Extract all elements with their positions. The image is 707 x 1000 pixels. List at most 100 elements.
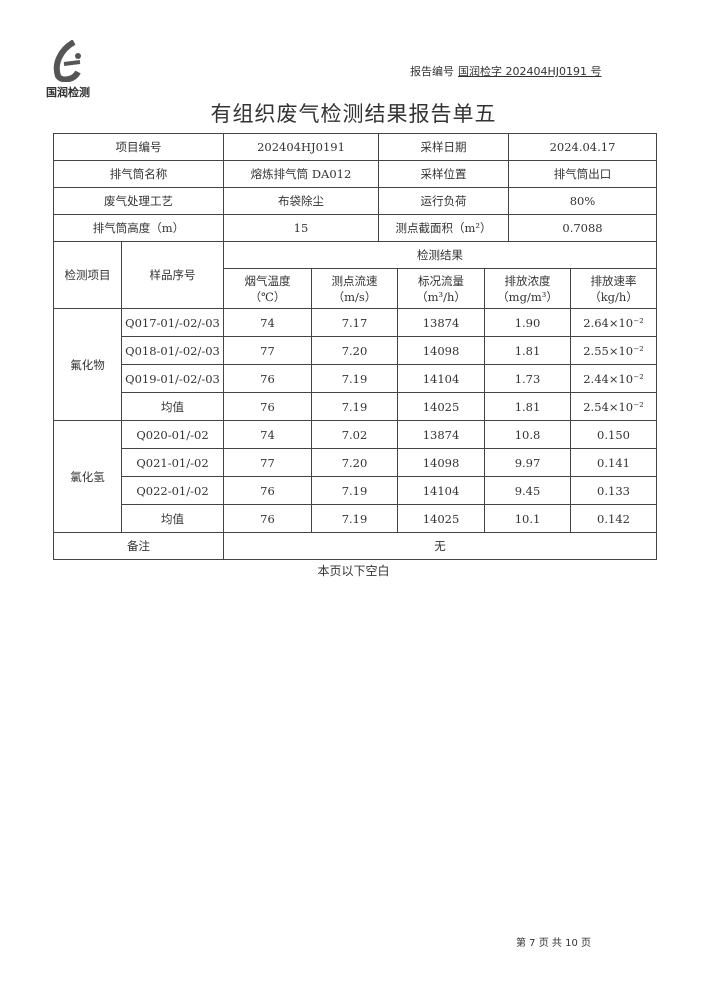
page-number: 第 7 页 共 10 页	[516, 938, 591, 949]
info-value: 2024.04.17	[508, 133, 657, 161]
column-name: 标况流量	[418, 273, 464, 288]
sample-cell: Q022-01/-02	[121, 476, 224, 505]
table-row: 均值 76 7.19 14025 10.1 0.142	[54, 504, 658, 533]
report-number-label: 报告编号	[410, 65, 454, 78]
value-cell: 2.54×10⁻²	[569, 392, 658, 421]
column-header-row: 烟气温度 （℃） 测点流速 （m/s） 标况流量 （m³/h） 排放浓度 （mg/m³） 排放速…	[54, 268, 658, 309]
info-value: 15	[223, 214, 379, 242]
info-row: 项目编号 202404HJ0191 采样日期 2024.04.17	[53, 133, 657, 161]
info-label: 采样日期	[378, 133, 509, 161]
logo-icon	[53, 40, 81, 82]
value-cell: 9.97	[484, 448, 571, 477]
value-cell: 2.44×10⁻²	[569, 364, 658, 393]
column-name: 排放速率	[590, 273, 637, 288]
column-unit: （mg/m³）	[497, 289, 558, 304]
table-row: 氟化物 Q017-01/-02/-03 74 7.17 13874 1.90 2.64×10…	[53, 308, 658, 421]
column-name: 排放浓度	[504, 273, 551, 288]
value-cell: 0.133	[569, 476, 658, 505]
column-header: 排放浓度 （mg/m³）	[484, 268, 571, 309]
results-header: 检测结果	[222, 241, 658, 269]
column-unit: （kg/h）	[589, 289, 638, 304]
page-title: 有组织废气检测结果报告单五	[210, 102, 497, 126]
remark-value: 无	[222, 532, 658, 560]
value-cell: 10.8	[484, 420, 571, 449]
table-row: 氯化氢 Q020-01/-02 74 7.02 13874 10.8 0.150	[53, 420, 658, 533]
table-row: 均值 76 7.19 14025 1.81 2.54×10⁻²	[54, 392, 658, 421]
info-label: 废气处理工艺	[53, 187, 224, 215]
info-value: 熔炼排气筒 DA012	[223, 160, 379, 188]
column-unit: （℃）	[249, 289, 286, 304]
value-cell: 0.142	[569, 504, 658, 533]
info-table: 项目编号 202404HJ0191 采样日期 2024.04.17 排气筒名称 熔炼排气筒…	[53, 133, 657, 242]
value-cell: 74	[223, 420, 312, 449]
value-cell: 7.17	[311, 308, 398, 337]
info-value: 排气筒出口	[508, 160, 657, 188]
company-logo: 国润检测	[38, 40, 98, 100]
value-cell: 76	[223, 392, 312, 421]
report-number-value: 国润检字 202404HJ0191 号	[458, 65, 602, 78]
value-cell: 74	[223, 308, 312, 337]
info-label: 排气筒名称	[53, 160, 224, 188]
column-name: 测点流速	[331, 273, 378, 288]
value-cell: 0.141	[569, 448, 658, 477]
info-row: 排气筒高度（m） 15 测点截面积（m²） 0.7088	[53, 214, 657, 242]
value-cell: 7.20	[311, 336, 398, 365]
remark-label: 备注	[53, 532, 224, 560]
info-label: 排气筒高度（m）	[53, 214, 224, 242]
value-cell: 7.19	[311, 476, 398, 505]
item-cell: 氟化物	[53, 308, 122, 421]
column-header: 排放速率 （kg/h）	[569, 268, 658, 309]
value-cell: 7.19	[311, 504, 398, 533]
table-row: Q019-01/-02/-03 76 7.19 14104 1.73 2.44×10⁻²	[54, 364, 658, 393]
column-header: 标况流量 （m³/h）	[397, 268, 485, 309]
value-cell: 77	[223, 336, 312, 365]
report-number: 报告编号 国润检字 202404HJ0191 号	[410, 63, 602, 79]
value-cell: 76	[223, 364, 312, 393]
value-cell: 1.81	[484, 336, 571, 365]
sample-cell: Q021-01/-02	[121, 448, 224, 477]
value-cell: 1.90	[484, 308, 571, 337]
item-cell: 氯化氢	[53, 420, 122, 533]
results-table: 检测项目 样品序号 检测结果 烟气温度 （℃） 测点流速 （m/s） 标况流量 （m³/h…	[53, 241, 658, 560]
value-cell: 2.64×10⁻²	[569, 308, 658, 337]
table-row: Q021-01/-02 77 7.20 14098 9.97 0.141	[54, 448, 658, 477]
info-label: 测点截面积（m²）	[378, 214, 509, 242]
info-label: 采样位置	[378, 160, 509, 188]
column-unit: （m³/h）	[416, 289, 466, 304]
remark-row: 备注无	[53, 532, 658, 560]
info-label: 项目编号	[53, 133, 224, 161]
column-unit: （m/s）	[332, 289, 377, 304]
value-cell: 14104	[397, 476, 485, 505]
value-cell: 1.81	[484, 392, 571, 421]
value-cell: 7.19	[311, 364, 398, 393]
col-sample-header: 样品序号	[121, 241, 224, 309]
value-cell: 14025	[397, 504, 485, 533]
value-cell: 77	[223, 448, 312, 477]
table-row: Q022-01/-02 76 7.19 14104 9.45 0.133	[54, 476, 658, 505]
column-name: 烟气温度	[244, 273, 291, 288]
value-cell: 9.45	[484, 476, 571, 505]
blank-note: 本页以下空白	[317, 564, 390, 578]
info-row: 废气处理工艺 布袋除尘 运行负荷 80%	[53, 187, 657, 215]
value-cell: 7.02	[311, 420, 398, 449]
value-cell: 10.1	[484, 504, 571, 533]
info-value: 202404HJ0191	[223, 133, 379, 161]
sample-cell: Q018-01/-02/-03	[121, 336, 224, 365]
value-cell: 13874	[397, 420, 485, 449]
logo-text: 国润检测	[46, 86, 90, 99]
info-label: 运行负荷	[378, 187, 509, 215]
value-cell: 1.73	[484, 364, 571, 393]
col-item-header: 检测项目	[53, 241, 122, 309]
info-value: 80%	[508, 187, 657, 215]
column-header: 烟气温度 （℃）	[223, 268, 312, 309]
sample-cell: Q019-01/-02/-03	[121, 364, 224, 393]
info-row: 排气筒名称 熔炼排气筒 DA012 采样位置 排气筒出口	[53, 160, 657, 188]
header-row: 检测项目 样品序号 检测结果	[53, 241, 658, 309]
sample-cell: Q020-01/-02	[121, 420, 224, 449]
sample-cell: 均值	[121, 392, 224, 421]
sample-cell: 均值	[121, 504, 224, 533]
value-cell: 76	[223, 504, 312, 533]
value-cell: 14104	[397, 364, 485, 393]
column-header: 测点流速 （m/s）	[311, 268, 398, 309]
